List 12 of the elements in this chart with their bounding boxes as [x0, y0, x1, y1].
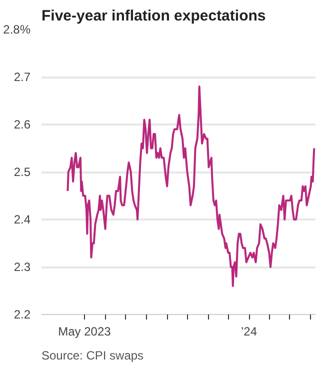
y-tick-label: 2.5: [14, 165, 31, 179]
y-tick-label: 2.3: [14, 260, 31, 274]
y-tick-label: 2.8%: [3, 22, 31, 36]
y-tick-label: 2.6: [14, 118, 31, 132]
line-series: [66, 86, 316, 287]
chart-title: Five-year inflation expectations: [42, 8, 266, 24]
y-tick-label: 2.7: [14, 70, 31, 84]
y-tick-label: 2.2: [14, 308, 31, 322]
x-tick-label: May 2023: [58, 324, 112, 338]
x-tick-label: ’24: [241, 324, 258, 338]
source-note: Source: CPI swaps: [42, 348, 144, 362]
y-tick-label: 2.4: [14, 212, 31, 226]
